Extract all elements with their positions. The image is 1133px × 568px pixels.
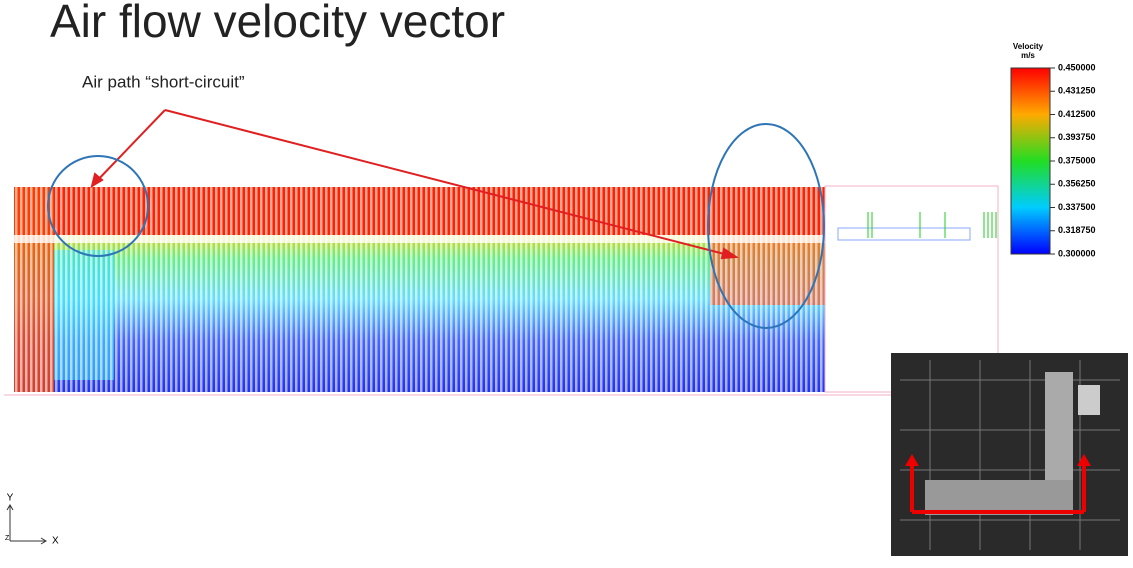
axis-y: Y [7, 493, 14, 504]
legend-unit: m/s [1021, 51, 1035, 60]
cfd-image [4, 185, 999, 396]
legend-label: 0.393750 [1058, 132, 1096, 142]
legend-label: 0.318750 [1058, 225, 1096, 235]
legend-label: 0.412500 [1058, 109, 1096, 119]
callout [90, 109, 739, 260]
inset-plan [891, 353, 1128, 556]
axis-x: X [52, 536, 59, 547]
color-legend: Velocity m/s 0.450000 0.431250 0.412500 0.3… [1010, 42, 1096, 258]
legend-label: 0.450000 [1058, 62, 1096, 72]
legend-label: 0.431250 [1058, 86, 1096, 96]
legend-label: 0.375000 [1058, 155, 1096, 165]
legend-label: 0.300000 [1058, 248, 1096, 258]
color-bar [1010, 67, 1051, 255]
title: Air flow velocity vector [50, 0, 505, 47]
legend-title: Velocity [1013, 42, 1044, 51]
highlight-circle [47, 155, 149, 257]
highlight-ellipse [707, 123, 825, 329]
legend-label: 0.356250 [1058, 179, 1096, 189]
legend-label: 0.337500 [1058, 202, 1096, 212]
annotation: Air path “short-circuit” [82, 72, 245, 91]
axis-z: Z [5, 535, 10, 542]
axis-triad [6, 504, 47, 545]
